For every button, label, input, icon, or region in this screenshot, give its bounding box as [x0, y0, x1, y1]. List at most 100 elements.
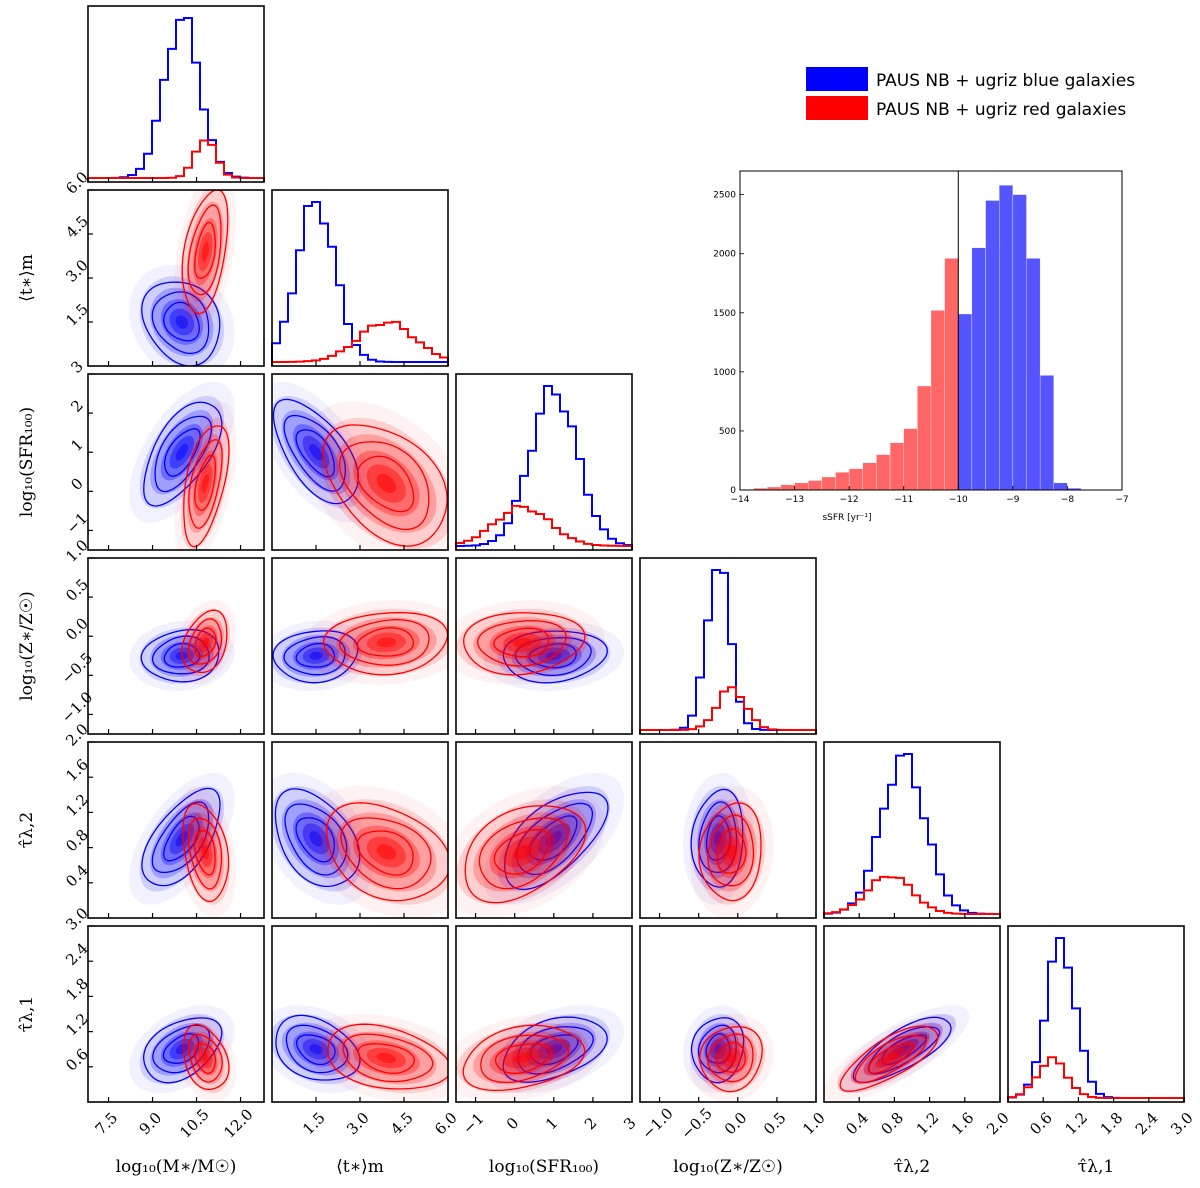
contour-blue [154, 415, 213, 493]
xaxis-label-Z: log₁₀(Z∗/Z☉) [673, 1157, 783, 1177]
contour-blue [514, 637, 592, 677]
xtick-label-tau1: 1.2 [1061, 1109, 1091, 1139]
contour-blue [283, 636, 346, 676]
contour-blue [151, 291, 210, 355]
contour-blue [272, 630, 359, 684]
inset-bar-blue [1053, 482, 1068, 491]
contour-red [707, 1033, 754, 1083]
contour-blue [697, 1024, 737, 1074]
panel-frame [271, 741, 449, 919]
panel-frame [87, 557, 265, 735]
panel-tau1-vs-logM: 0.61.21.82.43.07.5 9.0 10.5 12.0log₁₀(M∗/M☉… [17, 904, 265, 1177]
contour-red [478, 817, 569, 890]
contour-blue [162, 1033, 200, 1064]
contour-blue [295, 429, 335, 478]
yaxis-label-tau1: τ̂λ,1 [17, 996, 37, 1032]
contour-blue [502, 630, 608, 684]
contour-red [707, 814, 755, 887]
panel-frame [271, 373, 449, 551]
inset-bar-red [930, 310, 945, 491]
xtick-label-tau2: 1.6 [948, 1109, 978, 1139]
ssfr-inset-histogram: sSFR [yr⁻¹] −14 −13 −12 −11 −10 −9 −8 −7 0 500 100… [713, 170, 1129, 523]
density-red [882, 1052, 898, 1064]
xtick-label-Z: 1.0 [799, 1109, 829, 1139]
contour-red [194, 454, 216, 511]
contour-red [188, 1033, 223, 1083]
contour-blue [163, 301, 200, 342]
panel-frame [87, 373, 265, 551]
contour-red [326, 802, 448, 902]
inset-bar-red [944, 258, 959, 491]
legend: PAUS NB + ugriz blue galaxies PAUS NB + … [806, 67, 1135, 120]
contour-red [180, 609, 228, 674]
panel-frame [455, 557, 633, 735]
xtick-label-logM: 12.0 [220, 1105, 256, 1141]
xaxis-label-tm: ⟨t∗⟩m [336, 1157, 384, 1177]
contour-blue [163, 642, 201, 668]
xtick-label-tm: 3.0 [343, 1109, 373, 1139]
xaxis-label-tau2: τ̂λ,2 [894, 1157, 930, 1177]
density-blue [309, 1044, 323, 1055]
density-red [201, 473, 209, 494]
panel-frame [271, 557, 449, 735]
inset-bar-red [794, 482, 809, 491]
xtick-label-logM: 10.5 [176, 1105, 212, 1141]
contour-red [194, 627, 217, 658]
contour-red [182, 803, 230, 903]
contour-red [340, 817, 432, 890]
panel-tau2-vs-Z [639, 741, 817, 919]
contour-red [463, 612, 586, 676]
inset-xtick-label: −10 [949, 495, 968, 505]
xtick-label-logM: 7.5 [92, 1109, 122, 1139]
contour-red [183, 425, 230, 548]
inset-bar-red [848, 468, 863, 491]
xtick-label-Z: 0.5 [760, 1109, 790, 1139]
panel-frame [87, 189, 265, 367]
contour-blue [283, 414, 346, 492]
contour-blue [528, 643, 577, 669]
ytick-label-sfr: 2 [67, 396, 86, 415]
density-blue [175, 831, 188, 847]
xtick-label-Z: 0.0 [721, 1109, 751, 1139]
panel-frame [823, 741, 1001, 919]
contour-blue [275, 1014, 361, 1081]
panel-tau1-vs-sfr: −1 0 1 2 3 log₁₀(SFR₁₀₀) [455, 925, 640, 1177]
contour-blue [143, 1017, 223, 1084]
contour-red [464, 805, 587, 904]
contour-red [181, 190, 229, 315]
density-blue [175, 444, 188, 461]
inset-ytick-label: 0 [730, 486, 736, 496]
hist-blue-sfr [455, 385, 633, 550]
legend-swatch-red [806, 96, 868, 120]
inset-ytick-label: 2500 [713, 191, 736, 201]
contour-blue [690, 1017, 745, 1084]
contour-red [854, 1035, 927, 1084]
density-red [726, 844, 737, 860]
xaxis-label-logM: log₁₀(M∗/M☉) [116, 1157, 237, 1177]
ytick-label-sfr: −1 [63, 509, 91, 537]
inset-bar-red [835, 472, 850, 491]
contour-red [193, 830, 216, 876]
panel-frame [87, 925, 265, 1103]
contour-red [716, 828, 747, 874]
panel-frame [271, 189, 449, 367]
inset-xtick-label: −8 [1061, 495, 1075, 505]
contour-blue [163, 815, 200, 862]
ytick-label-sfr: 0 [67, 475, 86, 494]
inset-bar-blue [999, 185, 1013, 491]
inset-frame [739, 170, 1123, 491]
density-red [726, 1052, 737, 1064]
contour-red [342, 1033, 434, 1083]
inset-bar-red [862, 462, 877, 491]
hist-red-Z [639, 686, 817, 734]
panel-sfr-vs-logM: −1 0 1 2 3 log₁₀(SFR₁₀₀) [17, 357, 265, 551]
density-blue [272, 1005, 374, 1094]
contour-red [322, 424, 448, 547]
contour-blue [143, 401, 223, 507]
density-red [201, 1052, 209, 1064]
inset-ytick-label: 1000 [713, 368, 736, 378]
contour-red [480, 1034, 570, 1084]
panel-frame [823, 925, 1001, 1103]
contour-blue [285, 1024, 349, 1074]
